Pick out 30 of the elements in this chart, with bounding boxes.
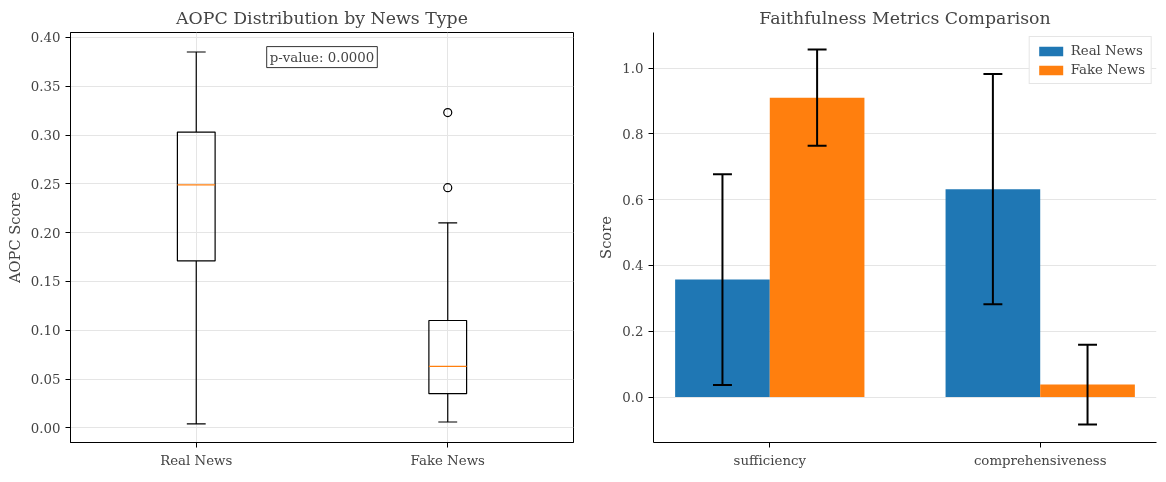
y-axis-title: Score xyxy=(597,216,615,259)
bar xyxy=(769,97,865,398)
legend-label: Fake News xyxy=(1070,62,1145,77)
y-tick-label: 0.40 xyxy=(30,30,61,46)
y-tick-label: 0.30 xyxy=(30,128,61,143)
bar xyxy=(945,189,1041,398)
y-axis-title: AOPC Score xyxy=(5,191,23,285)
y-tick-label: 0.4 xyxy=(622,258,644,274)
legend-label: Real News xyxy=(1070,43,1143,58)
x-tick-label: Real News xyxy=(160,452,233,468)
bar xyxy=(1040,384,1135,398)
chart-title: AOPC Distribution by News Type xyxy=(175,7,468,28)
y-tick-label: 0.20 xyxy=(30,225,61,241)
y-tick-label: 0.25 xyxy=(30,176,61,192)
x-tick-label: Fake News xyxy=(410,452,486,468)
annotation: p-value: 0.0000 xyxy=(269,49,375,65)
y-tick-label: 1.0 xyxy=(622,61,644,77)
y-tick-label: 0.35 xyxy=(30,79,61,95)
x-tick-label: sufficiency xyxy=(733,452,807,468)
y-tick-label: 0.2 xyxy=(622,324,644,340)
bar xyxy=(675,279,770,398)
y-tick-label: 0.05 xyxy=(30,372,61,388)
x-tick-label: comprehensiveness xyxy=(973,452,1107,468)
y-tick-label: 0.00 xyxy=(30,420,61,436)
chart-title: Faithfulness Metrics Comparison xyxy=(759,7,1051,28)
y-tick-label: 0.0 xyxy=(622,390,644,406)
y-tick-label: 0.15 xyxy=(30,274,61,290)
y-tick-label: 0.10 xyxy=(30,323,61,339)
y-tick-label: 0.8 xyxy=(622,126,644,142)
y-tick-label: 0.6 xyxy=(622,192,644,208)
